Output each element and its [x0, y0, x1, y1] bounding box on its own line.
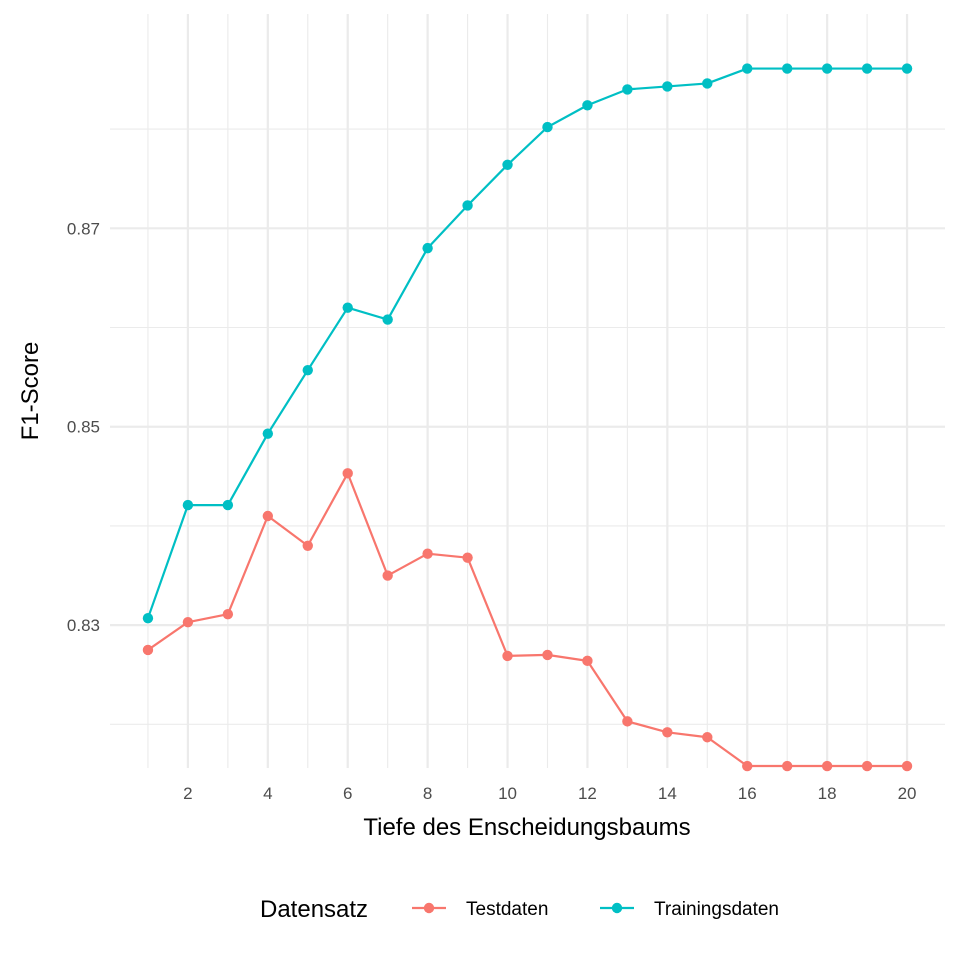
legend: Datensatz Testdaten Trainingsdaten: [260, 896, 779, 923]
x-tick-label: 8: [423, 784, 432, 803]
data-point-trainingsdaten: [702, 78, 713, 89]
legend-key-point: [423, 902, 435, 914]
data-point-testdaten: [342, 468, 353, 479]
data-point-trainingsdaten: [182, 499, 194, 511]
data-point-trainingsdaten: [222, 499, 234, 511]
data-point-testdaten: [742, 760, 753, 772]
data-point-testdaten: [382, 570, 393, 581]
data-point-testdaten: [542, 649, 553, 661]
data-point-trainingsdaten: [302, 364, 313, 376]
data-point-trainingsdaten: [462, 200, 473, 211]
data-point-trainingsdaten: [582, 100, 593, 111]
data-point-trainingsdaten: [342, 302, 353, 313]
y-axis-title: F1-Score: [17, 342, 44, 441]
x-axis-title: Tiefe des Enscheidungsbaums: [363, 814, 690, 841]
legend-title: Datensatz: [260, 896, 368, 923]
x-tick-label: 18: [818, 784, 837, 803]
data-point-testdaten: [502, 650, 513, 662]
y-tick-label: 0.87: [67, 219, 100, 238]
legend-key-point: [611, 902, 623, 914]
data-point-testdaten: [302, 540, 313, 551]
series-layer: [142, 63, 913, 772]
data-point-testdaten: [222, 609, 234, 620]
series-trainingsdaten: [142, 63, 913, 624]
x-axis-ticks: 2 4 6 8 10 12 14 16 18 20: [183, 784, 916, 803]
x-tick-label: 16: [738, 784, 757, 803]
data-point-testdaten: [901, 760, 913, 772]
data-point-testdaten: [662, 727, 673, 738]
x-tick-label: 10: [498, 784, 517, 803]
data-point-testdaten: [821, 760, 833, 772]
x-tick-label: 20: [898, 784, 917, 803]
data-point-testdaten: [182, 616, 194, 628]
data-point-testdaten: [781, 760, 793, 772]
data-point-testdaten: [262, 510, 274, 522]
data-point-trainingsdaten: [821, 63, 833, 74]
data-point-trainingsdaten: [662, 81, 673, 92]
x-tick-label: 6: [343, 784, 352, 803]
minor-gridlines: [110, 14, 945, 768]
data-point-testdaten: [702, 732, 713, 743]
series-testdaten: [142, 468, 913, 772]
data-point-trainingsdaten: [742, 63, 753, 74]
y-axis-ticks: 0.83 0.85 0.87: [67, 219, 100, 635]
data-point-trainingsdaten: [142, 612, 154, 624]
series-line-trainingsdaten: [146, 67, 908, 619]
y-tick-label: 0.83: [67, 616, 100, 635]
data-point-trainingsdaten: [622, 84, 633, 95]
legend-item-testdaten: Testdaten: [412, 899, 548, 920]
data-point-testdaten: [462, 552, 473, 563]
data-point-trainingsdaten: [861, 63, 873, 74]
legend-label-testdaten: Testdaten: [466, 899, 548, 920]
legend-item-trainingsdaten: Trainingsdaten: [600, 899, 779, 920]
x-tick-label: 4: [263, 784, 272, 803]
data-point-trainingsdaten: [422, 242, 433, 254]
y-tick-label: 0.85: [67, 418, 100, 437]
series-line-testdaten: [147, 472, 908, 768]
data-point-trainingsdaten: [901, 63, 913, 74]
data-point-testdaten: [622, 716, 633, 727]
data-point-testdaten: [142, 644, 154, 656]
legend-items: Testdaten Trainingsdaten: [412, 899, 779, 920]
data-point-testdaten: [861, 760, 873, 772]
legend-label-trainingsdaten: Trainingsdaten: [654, 899, 779, 920]
data-point-trainingsdaten: [382, 314, 393, 325]
data-point-testdaten: [422, 548, 433, 559]
data-point-trainingsdaten: [502, 159, 513, 170]
x-tick-label: 14: [658, 784, 677, 803]
major-gridlines: [110, 14, 945, 768]
x-tick-label: 2: [183, 784, 192, 803]
data-point-trainingsdaten: [781, 63, 793, 74]
x-tick-label: 12: [578, 784, 597, 803]
data-point-trainingsdaten: [262, 428, 274, 439]
data-point-testdaten: [582, 655, 593, 667]
data-point-trainingsdaten: [542, 121, 553, 133]
